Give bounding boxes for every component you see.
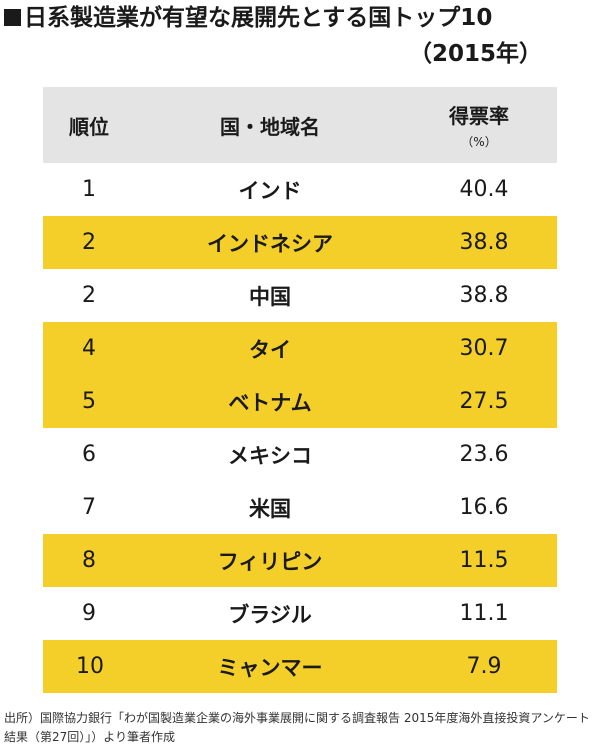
ranking-table: 順位 国・地域名 得票率 （%） 1 インド 40.4 2 インドネシア 38.8 2 中国 38… [43, 87, 557, 693]
rank-header: 順位 [69, 114, 109, 139]
rank-cell: 2 [82, 230, 96, 255]
country-cell: フィリピン [217, 549, 323, 574]
table-body: 1 インド 40.4 2 インドネシア 38.8 2 中国 38.8 4 タイ 30.7 5 ベトナム 27… [43, 163, 557, 693]
rate-header: 得票率 （%） [401, 87, 557, 163]
table-row: 2 インドネシア 38.8 [43, 216, 557, 269]
table-row: 10 ミャンマー 7.9 [43, 640, 557, 693]
table-row: 8 フィリピン 11.5 [43, 534, 557, 587]
table-header-row: 順位 国・地域名 得票率 （%） [43, 87, 557, 163]
square-bullet-icon [4, 9, 21, 26]
rank-cell: 8 [82, 548, 96, 573]
table-row: 1 インド 40.4 [43, 163, 557, 216]
rate-cell: 38.8 [459, 283, 509, 308]
chart-title-text: 日系製造業が有望な展開先とする国トップ10 [24, 5, 493, 31]
rate-cell: 27.5 [459, 389, 509, 414]
country-cell: ベトナム [228, 390, 312, 415]
country-cell: 米国 [249, 496, 291, 521]
rate-cell: 23.6 [459, 442, 509, 467]
country-cell: タイ [249, 337, 291, 362]
table-row: 5 ベトナム 27.5 [43, 375, 557, 428]
table-row: 2 中国 38.8 [43, 269, 557, 322]
rate-cell: 30.7 [459, 336, 509, 361]
rate-cell: 11.1 [459, 601, 509, 626]
country-cell: 中国 [249, 284, 291, 309]
table-row: 4 タイ 30.7 [43, 322, 557, 375]
chart-title: 日系製造業が有望な展開先とする国トップ10 [4, 2, 596, 34]
rank-cell: 5 [82, 389, 96, 414]
source-note: 出所）国際協力銀行「わが国製造業企業の海外事業展開に関する調査報告 2015年度… [4, 711, 590, 744]
rank-cell: 10 [76, 654, 104, 679]
table-row: 9 ブラジル 11.1 [43, 587, 557, 640]
country-cell: インドネシア [207, 231, 333, 256]
table-row: 7 米国 16.6 [43, 481, 557, 534]
rank-cell: 2 [82, 283, 96, 308]
rate-cell: 40.4 [459, 177, 509, 202]
country-cell: メキシコ [228, 443, 312, 468]
table-row: 6 メキシコ 23.6 [43, 428, 557, 481]
country-header: 国・地域名 [220, 114, 320, 139]
chart-subtitle: （2015年） [408, 41, 542, 67]
rank-cell: 6 [82, 442, 96, 467]
rate-cell: 16.6 [459, 495, 509, 520]
country-cell: ミャンマー [217, 655, 323, 680]
rank-cell: 4 [82, 336, 96, 361]
rate-cell: 11.5 [459, 548, 509, 573]
rate-cell: 38.8 [459, 230, 509, 255]
rate-header-label: 得票率 [449, 104, 509, 128]
rank-cell: 7 [82, 495, 96, 520]
rank-cell: 1 [82, 177, 96, 202]
rank-cell: 9 [82, 601, 96, 626]
rate-unit: （%） [461, 135, 497, 149]
country-cell: ブラジル [228, 602, 312, 627]
rate-cell: 7.9 [466, 654, 502, 679]
country-cell: インド [238, 178, 302, 203]
